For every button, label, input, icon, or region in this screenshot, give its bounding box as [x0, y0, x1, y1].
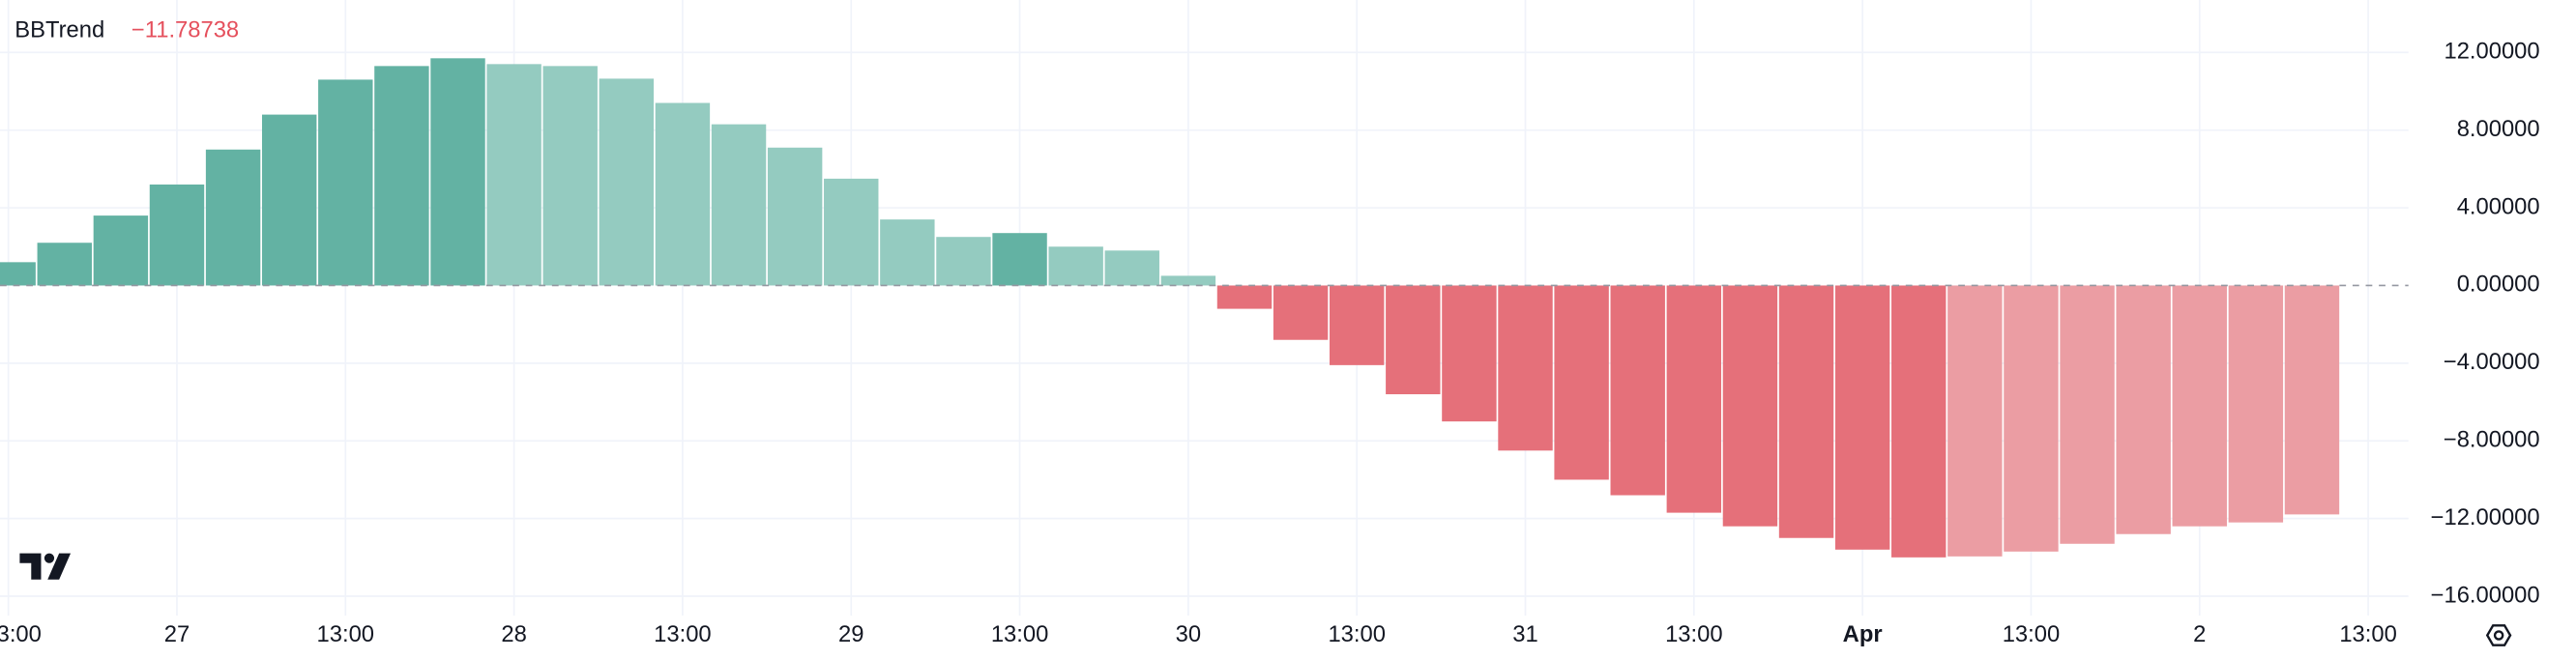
bar: [599, 78, 655, 286]
bar: [1273, 285, 1329, 340]
bar: [936, 237, 991, 286]
bar: [1834, 285, 1890, 550]
bar: [1104, 250, 1159, 286]
x-tick-label: 13:00: [1665, 621, 1722, 647]
bar: [1442, 285, 1497, 422]
x-tick-label: 13:00: [654, 621, 711, 647]
bar: [1778, 285, 1834, 538]
y-tick-label: 4.00000: [2457, 193, 2540, 219]
bars: [0, 58, 2340, 558]
bar: [2116, 285, 2171, 534]
bar: [2004, 285, 2059, 552]
bar: [1160, 275, 1216, 286]
legend-value: −11.78738: [132, 17, 239, 43]
x-tick-label: 13:00: [2003, 621, 2060, 647]
x-tick-label: 13:00: [2339, 621, 2396, 647]
bar: [655, 102, 711, 286]
bar: [2228, 285, 2284, 523]
x-tick-label: 3:00: [0, 621, 42, 647]
bar: [1554, 285, 1609, 480]
bar: [2172, 285, 2227, 527]
bar: [1947, 285, 2003, 557]
y-tick-label: −4.00000: [2444, 349, 2540, 375]
bar: [37, 243, 92, 286]
x-tick-label: 29: [838, 621, 864, 647]
legend-name: BBTrend: [15, 17, 104, 43]
bar: [374, 66, 429, 286]
bar: [711, 124, 767, 286]
x-tick-label: 30: [1176, 621, 1201, 647]
bar: [824, 178, 879, 286]
bar: [1666, 285, 1722, 513]
axes: 12.00000 8.00000 4.00000 0.00000 −4.00000 −8.…: [0, 39, 2540, 647]
y-tick-label: −16.00000: [2431, 582, 2540, 608]
x-tick-label: Apr: [1843, 621, 1883, 647]
bar: [0, 262, 36, 286]
x-tick-label: 31: [1512, 621, 1537, 647]
x-tick-label: 27: [164, 621, 190, 647]
x-tick-label: 2: [2193, 621, 2206, 647]
bar: [1048, 246, 1103, 286]
settings-icon[interactable]: [2485, 624, 2512, 646]
bar: [486, 64, 542, 286]
bar: [767, 147, 823, 286]
bar: [992, 233, 1047, 286]
bar: [318, 79, 373, 286]
logo: [19, 553, 72, 580]
bar: [1386, 285, 1441, 395]
bar: [1329, 285, 1385, 365]
x-tick-label: 13:00: [1328, 621, 1385, 647]
bar: [1891, 285, 1947, 558]
bar: [880, 219, 935, 286]
bar: [1722, 285, 1778, 527]
bar: [430, 58, 485, 286]
x-tick-label: 13:00: [991, 621, 1048, 647]
x-tick-label: 28: [501, 621, 526, 647]
bar: [542, 66, 598, 286]
bar: [93, 215, 149, 286]
x-tick-label: 13:00: [317, 621, 374, 647]
bar: [2060, 285, 2115, 544]
y-tick-label: 0.00000: [2457, 272, 2540, 298]
y-tick-label: 12.00000: [2444, 39, 2539, 65]
bar: [261, 114, 317, 286]
bar: [205, 149, 261, 286]
bar: [1610, 285, 1665, 496]
bar: [2284, 285, 2340, 515]
bar: [1498, 285, 1553, 451]
bar: [1216, 285, 1273, 309]
bar: [149, 184, 205, 286]
y-tick-label: −8.00000: [2444, 427, 2540, 453]
y-tick-label: 8.00000: [2457, 116, 2540, 142]
y-tick-label: −12.00000: [2431, 504, 2540, 530]
